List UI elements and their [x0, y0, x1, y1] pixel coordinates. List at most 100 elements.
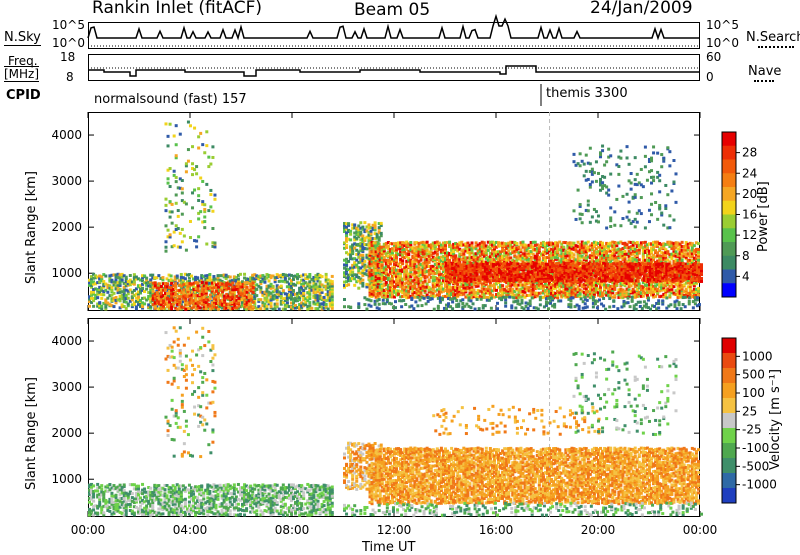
- power-echo-cell: [405, 269, 408, 272]
- power-echo-cell: [462, 253, 465, 256]
- power-echo-cell: [534, 241, 537, 244]
- power-echo-cell: [319, 281, 322, 284]
- power-echo-cell: [646, 246, 649, 249]
- power-colorbar-tick-label: 12: [742, 228, 757, 242]
- power-colorbar-segment: [722, 228, 736, 242]
- power-echo-cell: [259, 307, 262, 310]
- power-echo-cell: [401, 262, 404, 265]
- power-echo-cell: [331, 292, 334, 295]
- power-echo-cell: [401, 259, 404, 262]
- power-echo-cell: [133, 280, 136, 283]
- power-echo-cell: [460, 241, 463, 244]
- power-echo-cell: [156, 291, 159, 294]
- power-echo-cell: [208, 273, 211, 276]
- power-echo-cell: [237, 278, 240, 281]
- power-echo-cell: [160, 285, 163, 288]
- power-colorbar-segment: [722, 283, 736, 297]
- power-echo-cell: [345, 244, 348, 247]
- power-echo-cell: [331, 295, 334, 298]
- power-colorbar-tick-label: 28: [742, 146, 757, 160]
- power-echo-cell: [174, 285, 177, 288]
- power-echo-cell: [158, 282, 161, 285]
- power-echo-cell: [145, 277, 148, 280]
- power-echo-cell: [349, 233, 352, 236]
- power-echo-cell: [444, 244, 447, 247]
- power-echo-cell: [197, 289, 200, 292]
- power-echo-cell: [161, 276, 164, 279]
- power-echo-cell: [239, 288, 242, 291]
- power-echo-cell: [143, 302, 146, 305]
- power-echo-cell: [385, 281, 388, 284]
- power-echo-cell: [308, 273, 311, 276]
- power-echo-cell: [347, 260, 350, 263]
- power-echo-cell: [573, 253, 576, 256]
- power-echo-cell: [367, 223, 370, 226]
- power-echo-cell: [321, 275, 324, 278]
- power-echo-cell: [448, 259, 451, 262]
- power-echo-cell: [363, 221, 366, 224]
- power-colorbar-tick-label: 20: [742, 187, 757, 201]
- power-echo-cell: [280, 285, 283, 288]
- power-echo-cell: [448, 241, 451, 244]
- power-colorbar-segment: [722, 242, 736, 256]
- power-echo-cell: [88, 305, 91, 308]
- power-echo-cell: [270, 302, 273, 305]
- power-echo-cell: [255, 294, 258, 297]
- power-echo-cell: [399, 265, 402, 268]
- power-echo-cell: [190, 275, 193, 278]
- power-echo-cell: [196, 276, 199, 279]
- power-echo-cell: [284, 308, 287, 311]
- power-echo-cell: [347, 283, 350, 286]
- power-echo-cell: [347, 222, 350, 225]
- power-echo-cell: [323, 296, 326, 299]
- power-ytick-label: 4000: [51, 128, 82, 142]
- power-echo-cell: [374, 221, 377, 224]
- power-echo-cell: [205, 282, 208, 285]
- power-echo-cell: [359, 221, 362, 224]
- power-echo-cell: [613, 288, 616, 291]
- power-echo-cell: [278, 308, 281, 311]
- power-echo-cell: [501, 284, 504, 287]
- power-echo-cell: [112, 292, 115, 295]
- power-colorbar-segment: [722, 132, 736, 146]
- power-echo-cell: [353, 284, 356, 287]
- power-echo-cell: [321, 288, 324, 291]
- power-echo-cell: [96, 296, 99, 299]
- power-echo-cell: [481, 257, 484, 260]
- power-echo-cell: [141, 305, 144, 308]
- power-echo-cell: [237, 297, 240, 300]
- power-echo-cell: [331, 275, 334, 278]
- power-echo-cell: [428, 261, 431, 264]
- power-echo-cell: [587, 241, 590, 244]
- power-echo-cell: [286, 301, 289, 304]
- power-echo-cell: [272, 285, 275, 288]
- power-colorbar-segment: [722, 160, 736, 174]
- power-colorbar-segment: [722, 201, 736, 215]
- power-colorbar-tick-label: 16: [742, 208, 757, 222]
- power-echo-cell: [104, 275, 107, 278]
- power-echo-cell: [100, 305, 103, 308]
- power-echo-cell: [327, 308, 330, 311]
- power-echo-cell: [110, 289, 113, 292]
- power-ytick-label: 2000: [51, 220, 82, 234]
- power-echo-cell: [197, 282, 200, 285]
- power-echo-cell: [252, 301, 255, 304]
- power-echo-cell: [270, 305, 273, 308]
- power-echo-cell: [182, 283, 185, 286]
- power-echo-cell: [221, 290, 224, 293]
- power-echo-cell: [420, 259, 423, 262]
- power-echo-cell: [668, 294, 671, 297]
- power-echo-cell: [243, 273, 246, 276]
- power-echo-cell: [654, 295, 657, 298]
- power-ytick-label: 3000: [51, 174, 82, 188]
- power-echo-cell: [246, 286, 249, 289]
- power-echo-cell: [208, 276, 211, 279]
- power-echo-cell: [180, 273, 183, 276]
- power-colorbar-tick-label: 24: [742, 166, 757, 180]
- power-echo-cell: [349, 230, 352, 233]
- power-echo-cell: [197, 284, 200, 287]
- power-echo-cell: [162, 299, 165, 302]
- power-echo-cell: [231, 295, 234, 298]
- power-echo-cell: [325, 276, 328, 279]
- power-echo-cell: [377, 274, 380, 277]
